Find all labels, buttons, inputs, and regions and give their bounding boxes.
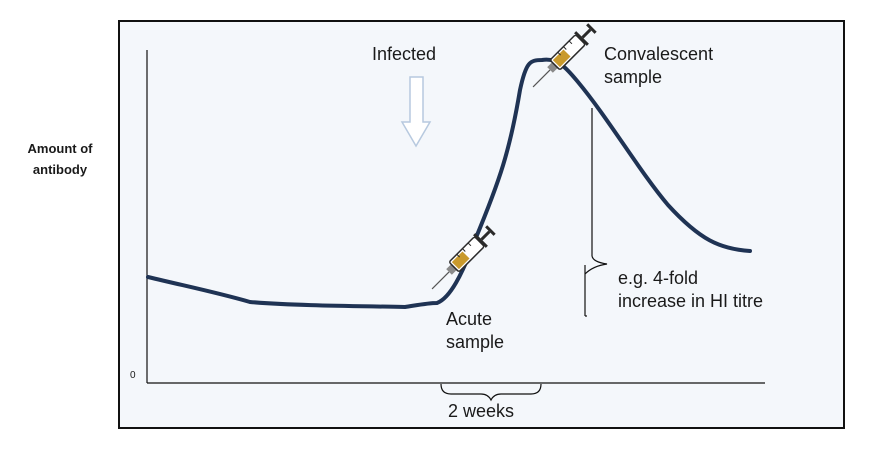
titre-increase-label: e.g. 4-fold increase in HI titre [618, 267, 763, 313]
infected-label: Infected [372, 44, 437, 64]
y-axis-label: Amount of antibody [10, 138, 110, 180]
acute-sample-label-line-2: sample [446, 332, 505, 352]
y-origin-label: 0 [130, 370, 136, 381]
duration-brace-icon [440, 383, 542, 402]
convalescent-sample-label-line-2: sample [604, 67, 663, 87]
antibody-curve [146, 57, 752, 310]
increase-brace-icon [584, 108, 608, 317]
y-axis-label-line-2: antibody [32, 162, 88, 177]
down-arrow-icon [400, 76, 432, 148]
convalescent-sample-label: Convalescent sample [604, 43, 713, 89]
acute-sample-label-line-1: Acute [446, 309, 493, 329]
titre-increase-label-line-1: e.g. 4-fold [618, 268, 699, 288]
titre-increase-label-line-2: increase in HI titre [618, 291, 764, 311]
y-axis-label-line-1: Amount of [27, 141, 93, 156]
syringe-icon [431, 225, 496, 290]
acute-sample-label: Acute sample [446, 308, 504, 354]
duration-label: 2 weeks [448, 401, 515, 421]
convalescent-sample-label-line-1: Convalescent [604, 44, 714, 64]
syringe-icon [532, 23, 597, 88]
